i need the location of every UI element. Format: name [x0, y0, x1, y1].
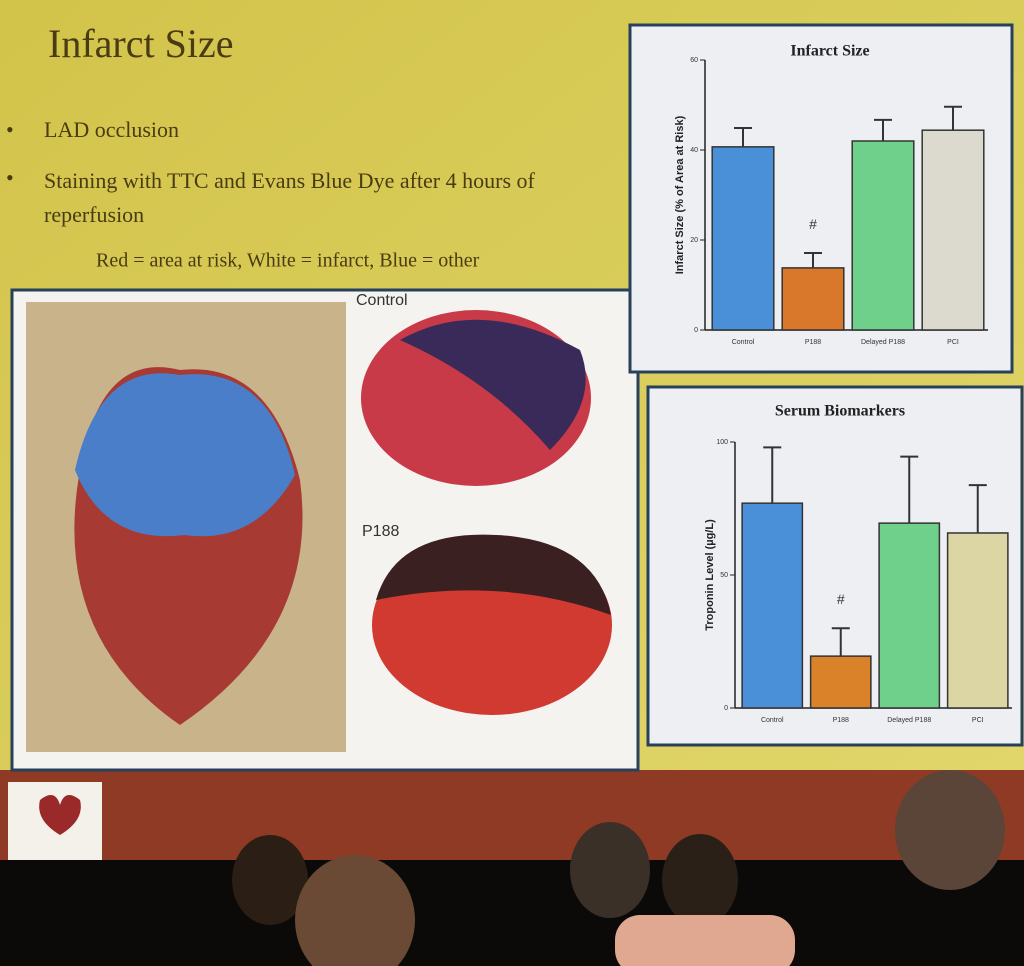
image-label: Control	[356, 292, 408, 309]
x-tick-label: Delayed P188	[887, 717, 931, 724]
x-tick-label: P188	[833, 717, 849, 724]
bar	[809, 655, 872, 709]
heart-blue	[75, 373, 295, 537]
slice-control-blue	[400, 319, 586, 450]
bar	[711, 146, 775, 331]
sub-bullet: Red = area at risk, White = infarct, Blu…	[96, 250, 480, 272]
bar	[921, 129, 985, 331]
bar	[851, 140, 915, 331]
slide-footer	[0, 770, 1024, 860]
logo-heart	[39, 795, 81, 835]
audience	[232, 770, 1005, 966]
y-tick-label: 100	[716, 439, 728, 446]
y-tick-label: 20	[690, 237, 698, 244]
x-tick-label: Control	[761, 717, 784, 724]
bullet: Staining with TTC and Evans Blue Dye aft…	[44, 168, 535, 227]
bar	[946, 532, 1009, 709]
x-tick-label: P188	[805, 339, 821, 346]
x-tick-label: PCI	[947, 339, 959, 346]
slide-title: Infarct Size	[48, 21, 233, 66]
slice-p188-dark	[376, 534, 611, 615]
y-tick-label: 0	[694, 327, 698, 334]
image-label: P188	[362, 523, 399, 540]
bar	[878, 522, 941, 709]
annotation: #	[837, 591, 845, 607]
x-tick-label: PCI	[972, 717, 984, 724]
y-tick-label: 0	[724, 705, 728, 712]
y-tick-label: 60	[690, 57, 698, 64]
annotation: #	[809, 216, 817, 232]
x-tick-label: Delayed P188	[861, 339, 905, 346]
y-tick-label: 50	[720, 572, 728, 579]
bullet-dot: •	[6, 165, 14, 190]
x-tick-label: Control	[732, 339, 755, 346]
y-tick-label: 40	[690, 147, 698, 154]
y-axis-label: Infarct Size (% of Area at Risk)	[674, 115, 686, 274]
bullet-box: Staining with TTC and Evans Blue Dye aft…	[44, 168, 535, 227]
bullet: LAD occlusion	[44, 117, 179, 142]
y-axis-label: Troponin Level (µg/L)	[704, 519, 716, 631]
bullet-dot: •	[6, 117, 14, 142]
bar	[781, 267, 845, 331]
chart-title: Infarct Size	[790, 43, 869, 60]
bar	[741, 502, 804, 709]
chart-title: Serum Biomarkers	[775, 403, 905, 420]
